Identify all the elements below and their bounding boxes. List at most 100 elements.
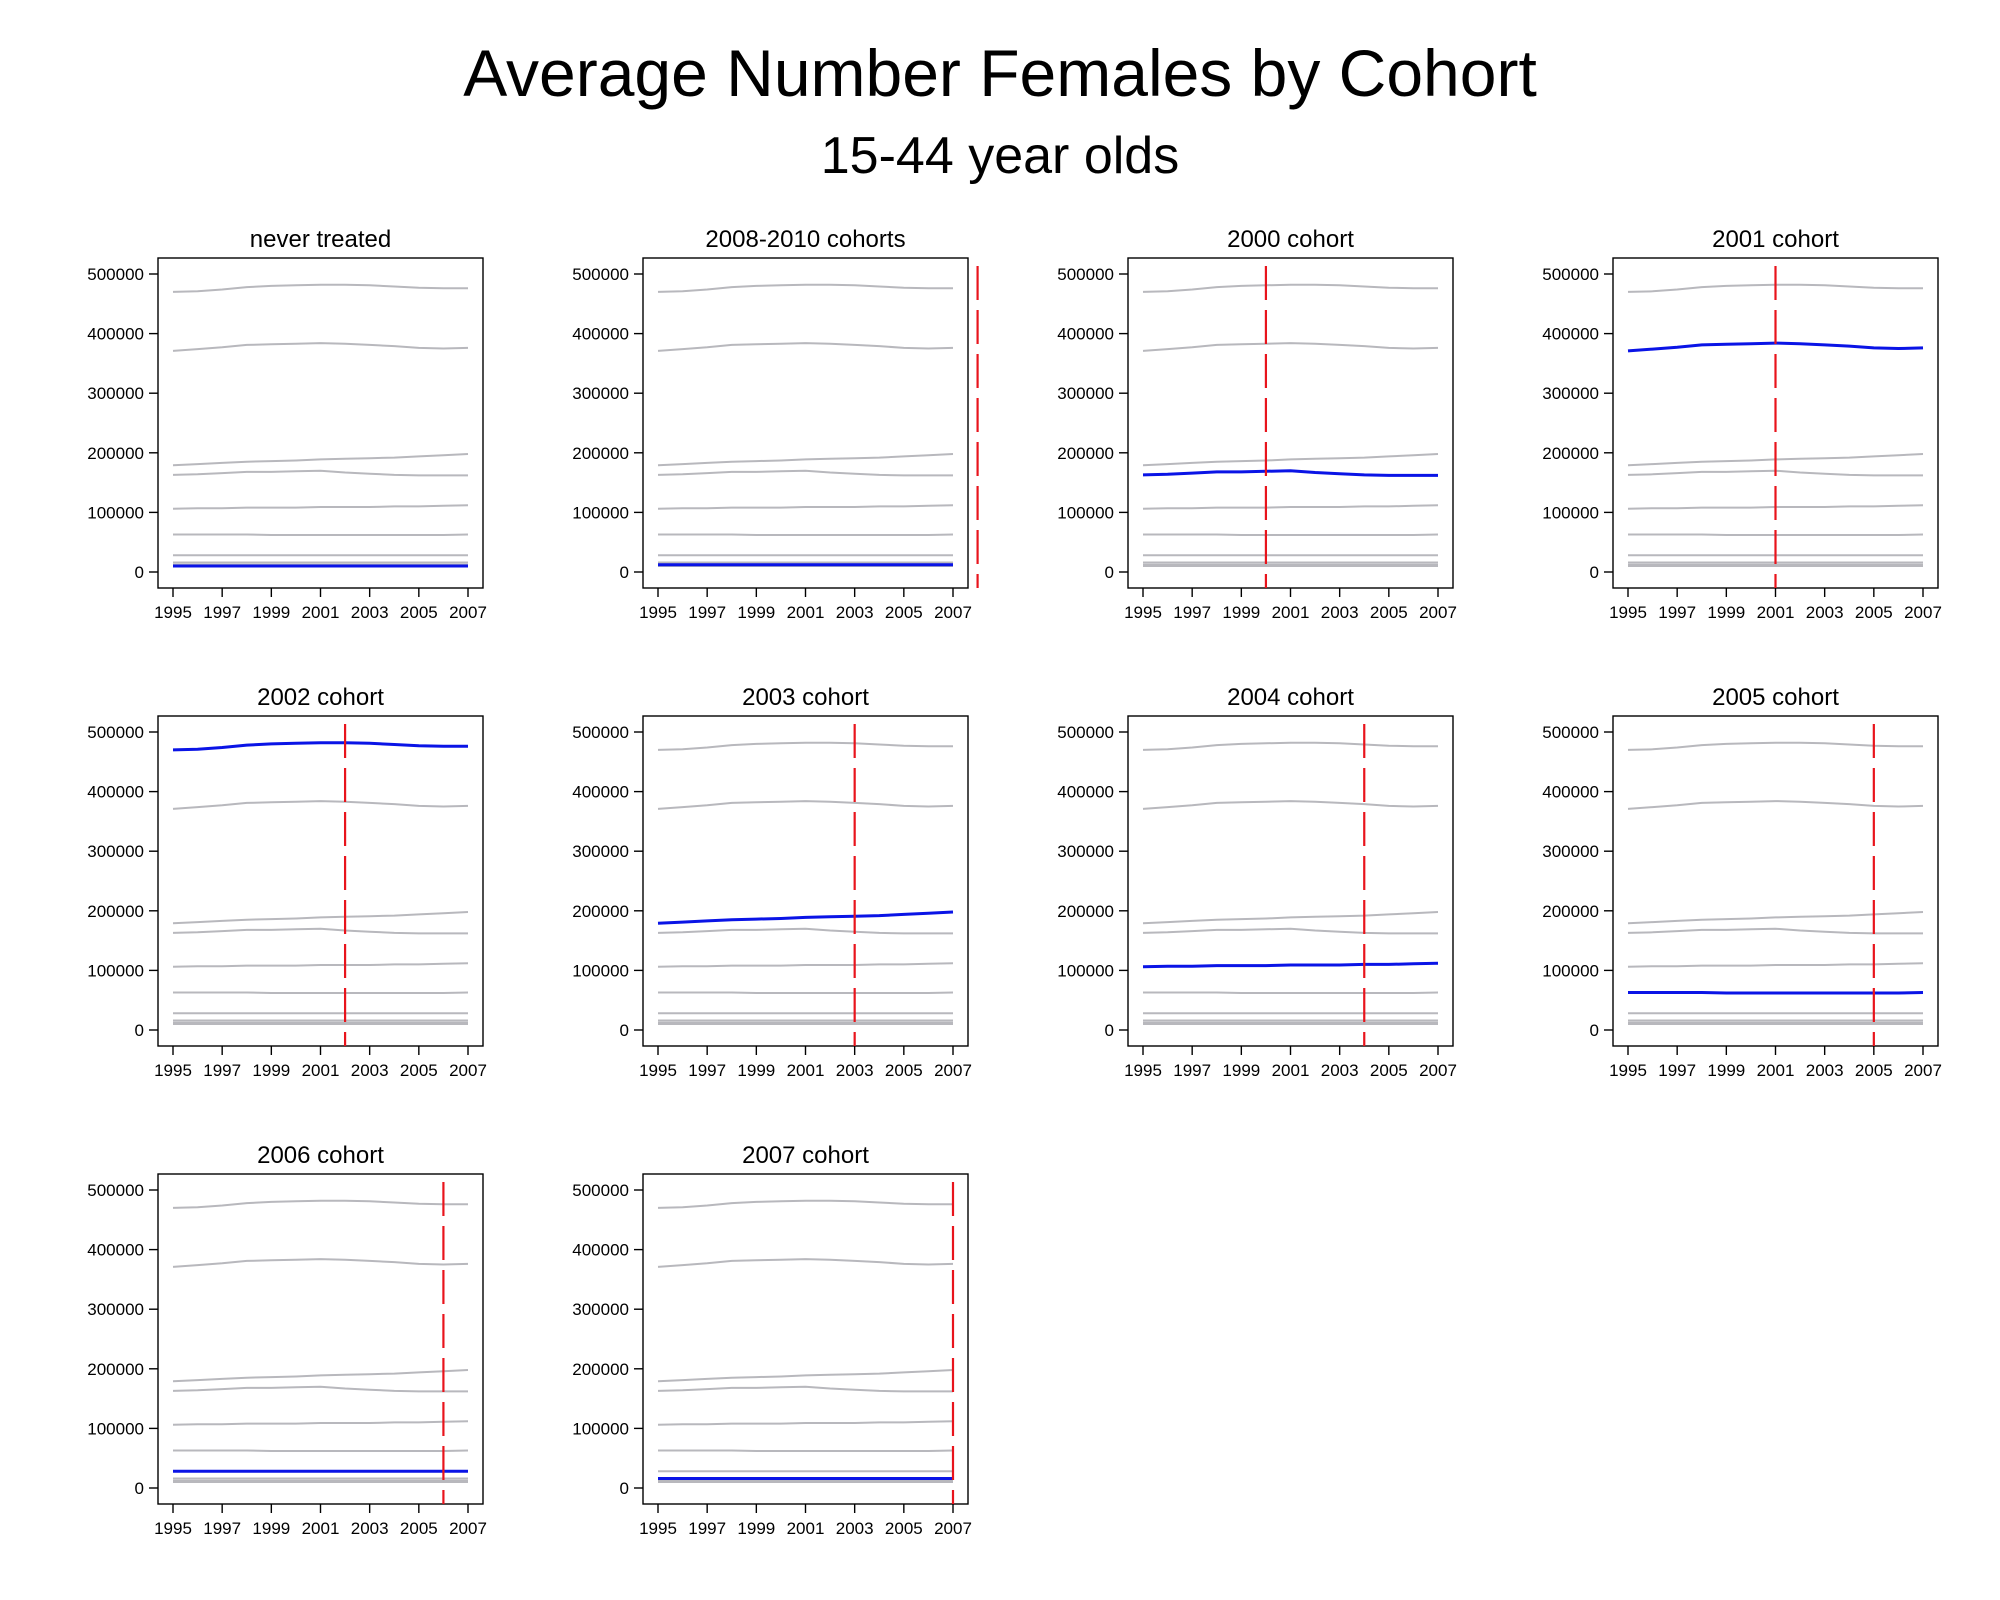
x-tick-label: 2001	[787, 1519, 825, 1538]
x-tick-label: 2005	[885, 1061, 923, 1080]
x-tick-label: 1999	[1707, 603, 1745, 622]
plot-frame	[157, 1173, 484, 1505]
panel-4: 2001 cohort 0 100000 200000 300000 400000 5000…	[1542, 226, 1942, 622]
x-tick-label: 1999	[737, 1519, 775, 1538]
y-tick-label: 300000	[87, 842, 144, 861]
figure-subtitle: 15-44 year olds	[821, 127, 1179, 185]
x-tick-label: 2001	[787, 603, 825, 622]
series-line	[172, 800, 469, 810]
x-tick-label: 2005	[1855, 1061, 1893, 1080]
series-line	[657, 1369, 954, 1383]
x-tick-label: 2007	[449, 1519, 487, 1538]
panel-title: 2006 cohort	[257, 1142, 384, 1169]
x-tick-label: 2003	[836, 1061, 874, 1080]
y-tick-label: 0	[135, 563, 144, 582]
x-tick-label: 1999	[252, 603, 290, 622]
plot-frame	[157, 715, 484, 1047]
y-tick-label: 200000	[572, 902, 629, 921]
x-tick-label: 1997	[688, 603, 726, 622]
y-tick-label: 300000	[1057, 384, 1114, 403]
y-tick-label: 200000	[87, 1360, 144, 1379]
series-line	[172, 1420, 469, 1426]
series-line	[657, 453, 954, 467]
x-tick-label: 2007	[1904, 603, 1942, 622]
x-tick-label: 2005	[1855, 603, 1893, 622]
y-tick-label: 300000	[572, 842, 629, 861]
x-tick-label: 1997	[688, 1061, 726, 1080]
y-tick-label: 100000	[87, 503, 144, 522]
panel-6: 2003 cohort 0 100000 200000 300000 400000 5000…	[572, 684, 972, 1080]
y-tick-label: 200000	[1542, 902, 1599, 921]
series-line	[173, 1449, 469, 1452]
series-line	[1627, 911, 1924, 925]
y-tick-label: 200000	[572, 444, 629, 463]
y-tick-label: 400000	[87, 783, 144, 802]
y-tick-label: 500000	[1542, 723, 1599, 742]
y-tick-label: 100000	[87, 1419, 144, 1438]
x-tick-label: 1999	[737, 1061, 775, 1080]
y-tick-label: 0	[1105, 563, 1114, 582]
y-tick-label: 200000	[87, 902, 144, 921]
x-tick-label: 1999	[1222, 1061, 1260, 1080]
series-line	[657, 800, 954, 810]
y-tick-label: 0	[1590, 1021, 1599, 1040]
series-line	[172, 1385, 468, 1393]
highlight-series-line	[1628, 991, 1924, 995]
y-tick-label: 400000	[87, 325, 144, 344]
series-line	[657, 469, 953, 477]
series-line	[1142, 453, 1439, 467]
y-tick-label: 500000	[1542, 265, 1599, 284]
x-tick-label: 2003	[351, 1519, 389, 1538]
series-line	[1142, 342, 1439, 352]
y-tick-label: 400000	[1542, 783, 1599, 802]
plot-frame	[1612, 715, 1939, 1047]
x-tick-label: 2003	[1321, 603, 1359, 622]
x-tick-label: 1995	[154, 1061, 192, 1080]
y-tick-label: 500000	[87, 1181, 144, 1200]
x-tick-label: 2003	[1806, 603, 1844, 622]
series-line	[172, 1258, 469, 1268]
panel-title: 2002 cohort	[257, 684, 384, 711]
series-line	[172, 911, 469, 925]
x-tick-label: 1997	[203, 603, 241, 622]
x-tick-label: 1995	[639, 603, 677, 622]
y-tick-label: 200000	[1057, 902, 1114, 921]
series-line	[1627, 962, 1924, 968]
series-line	[657, 1385, 953, 1393]
panel-1: never treated 0 100000 200000 300000 400000 50…	[87, 226, 487, 622]
series-line	[1143, 533, 1439, 536]
y-tick-label: 300000	[87, 384, 144, 403]
y-tick-label: 300000	[1057, 842, 1114, 861]
x-tick-label: 2005	[1370, 1061, 1408, 1080]
panel-title: 2005 cohort	[1712, 684, 1839, 711]
series-line	[1142, 283, 1438, 293]
y-tick-label: 100000	[1542, 503, 1599, 522]
x-tick-label: 2001	[1272, 1061, 1310, 1080]
y-tick-label: 400000	[1057, 783, 1114, 802]
y-tick-label: 200000	[1057, 444, 1114, 463]
x-tick-label: 2007	[449, 1061, 487, 1080]
x-tick-label: 1997	[1658, 1061, 1696, 1080]
y-tick-label: 400000	[572, 783, 629, 802]
series-line	[172, 342, 469, 352]
series-line	[657, 283, 953, 293]
series-line	[657, 1199, 953, 1209]
series-line	[658, 991, 954, 994]
x-tick-label: 2007	[1904, 1061, 1942, 1080]
panel-title: 2007 cohort	[742, 1142, 869, 1169]
panel-10: 2007 cohort 0 100000 200000 300000 400000 5000…	[572, 1142, 972, 1538]
y-tick-label: 400000	[1542, 325, 1599, 344]
y-tick-label: 500000	[572, 723, 629, 742]
figure-title: Average Number Females by Cohort	[463, 36, 1537, 110]
series-line	[1142, 927, 1438, 935]
panel-title: 2004 cohort	[1227, 684, 1354, 711]
x-tick-label: 2001	[302, 1519, 340, 1538]
x-tick-label: 1995	[154, 603, 192, 622]
y-tick-label: 0	[135, 1021, 144, 1040]
y-tick-label: 400000	[87, 1241, 144, 1260]
x-tick-label: 2007	[934, 1519, 972, 1538]
highlight-series-line	[657, 910, 954, 925]
series-line	[1627, 927, 1923, 935]
series-line	[1627, 800, 1924, 810]
y-tick-label: 0	[620, 563, 629, 582]
